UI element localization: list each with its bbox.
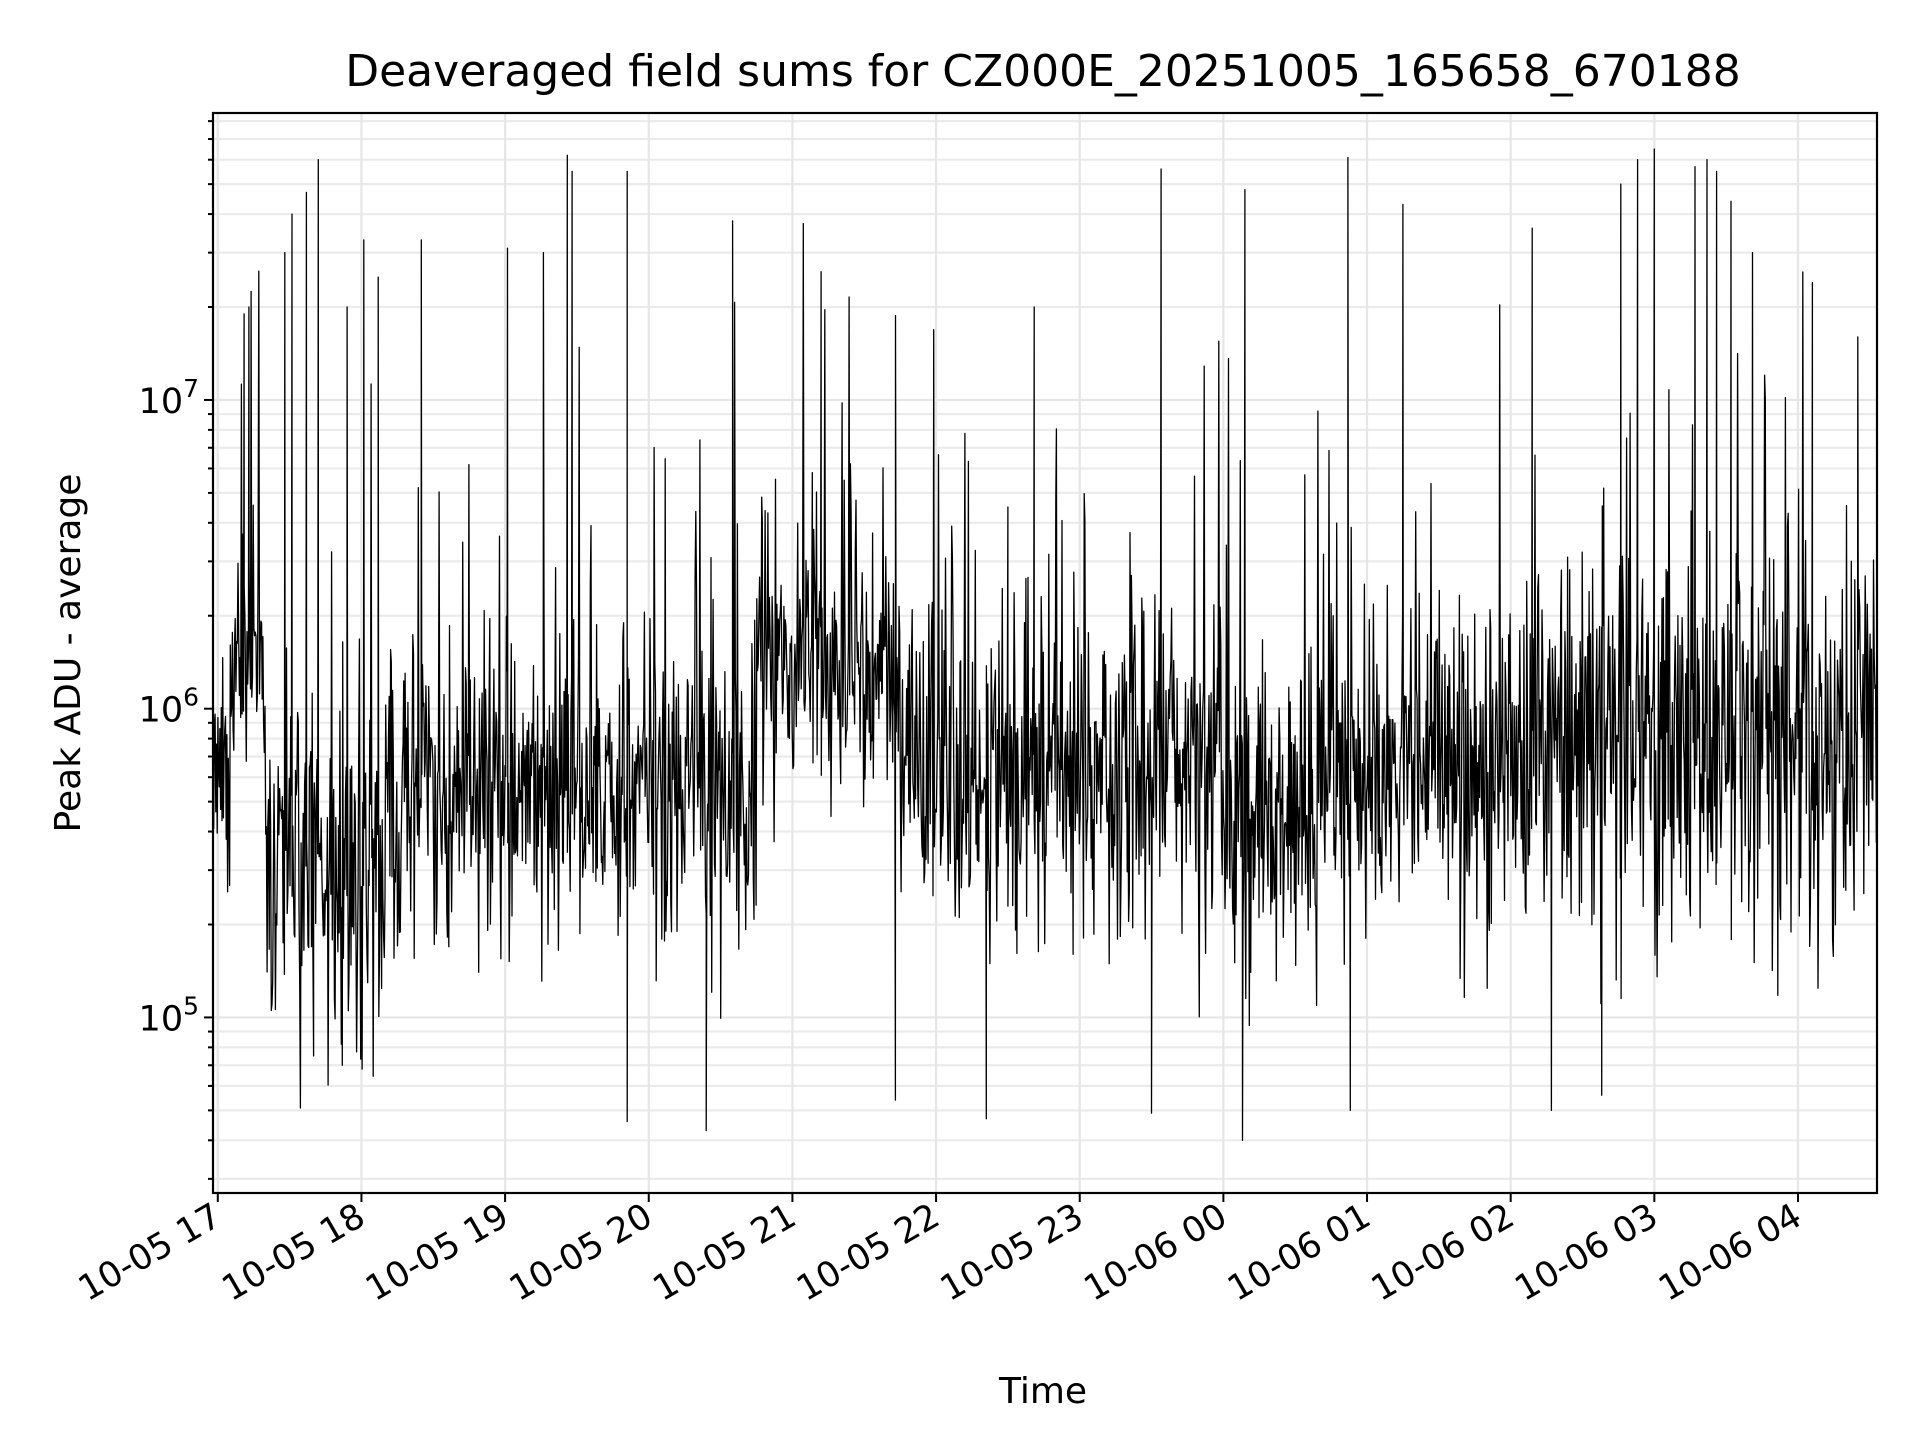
- x-tick-label: 10-06 02: [1365, 1196, 1521, 1309]
- y-axis: 105 106 107: [139, 120, 213, 1180]
- y-tick-label: 107: [139, 374, 199, 422]
- x-tick-label: 10-06 03: [1509, 1196, 1665, 1309]
- x-tick-label: 10-06 01: [1221, 1196, 1377, 1309]
- x-tick-label: 10-05 19: [359, 1196, 515, 1309]
- x-tick-label: 10-05 18: [216, 1196, 372, 1309]
- x-axis-label: Time: [998, 1371, 1087, 1412]
- x-tick-label: 10-05 20: [503, 1196, 659, 1309]
- x-tick-label: 10-05 21: [647, 1196, 803, 1309]
- series: [212, 148, 1878, 1141]
- y-axis-label: Peak ADU - average: [48, 474, 89, 833]
- x-tick-label: 10-06 00: [1078, 1196, 1234, 1309]
- x-tick-label: 10-05 17: [72, 1196, 228, 1309]
- x-tick-label: 10-06 04: [1652, 1196, 1808, 1309]
- y-tick-label: 105: [139, 991, 199, 1039]
- x-tick-label: 10-05 23: [934, 1196, 1090, 1309]
- x-tick-label: 10-05 22: [790, 1196, 946, 1309]
- plot-frame: [211, 111, 1879, 1195]
- chart-title: Deaveraged field sums for CZ000E_2025100…: [345, 46, 1741, 97]
- series-line: [212, 148, 1878, 1141]
- y-tick-label: 106: [139, 683, 199, 731]
